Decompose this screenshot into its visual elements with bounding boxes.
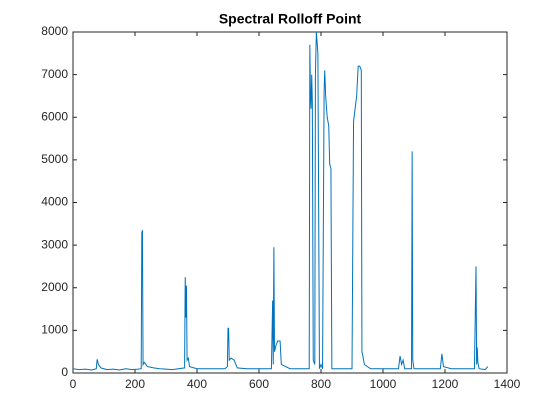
y-tick-label: 3000 bbox=[41, 237, 68, 251]
y-tick-label: 4000 bbox=[41, 195, 68, 209]
x-tick-label: 1200 bbox=[432, 377, 459, 391]
data-line bbox=[72, 31, 489, 371]
y-tick-label: 7000 bbox=[41, 67, 68, 81]
y-tick-label: 1000 bbox=[41, 323, 68, 337]
x-tick-label: 200 bbox=[125, 377, 145, 391]
y-tick-label: 5000 bbox=[41, 152, 68, 166]
chart-title: Spectral Rolloff Point bbox=[219, 11, 362, 27]
y-tick-label: 0 bbox=[61, 365, 68, 379]
x-tick-label: 400 bbox=[187, 377, 207, 391]
y-tick-label: 6000 bbox=[41, 109, 68, 123]
x-tick-label: 800 bbox=[311, 377, 331, 391]
x-tick-label: 0 bbox=[70, 377, 77, 391]
x-tick-label: 1400 bbox=[494, 377, 521, 391]
x-tick-label: 1000 bbox=[370, 377, 397, 391]
x-tick-label: 600 bbox=[249, 377, 269, 391]
y-tick-label: 2000 bbox=[41, 280, 68, 294]
y-tick-label: 8000 bbox=[41, 24, 68, 38]
